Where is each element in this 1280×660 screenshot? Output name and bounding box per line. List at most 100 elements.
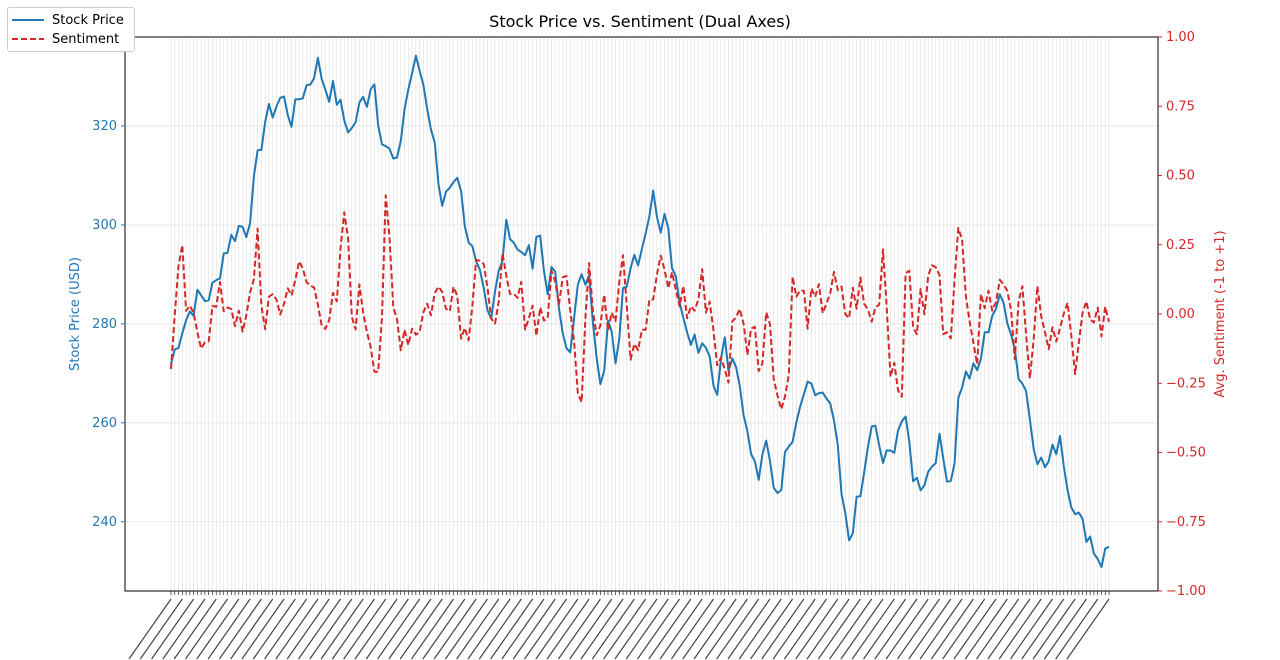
x-tick-label <box>772 598 816 660</box>
x-tick-label <box>320 598 364 660</box>
left-axis: 240 260 280 300 320 <box>92 119 125 530</box>
x-tick-label <box>1055 598 1099 660</box>
x-tick-label <box>535 598 579 660</box>
x-tick-label <box>863 598 907 660</box>
legend-label: Sentiment <box>52 31 120 47</box>
series-layer <box>170 54 1110 569</box>
x-tick-label <box>976 598 1020 660</box>
x-tick-label <box>1066 598 1110 660</box>
legend-item-sentiment: Sentiment <box>12 30 119 48</box>
x-tick-label <box>456 598 500 660</box>
x-tick-label <box>896 598 940 660</box>
x-tick-label <box>207 598 251 660</box>
x-tick-label <box>682 598 726 660</box>
x-tick-label <box>286 598 330 660</box>
x-tick-label <box>241 598 285 660</box>
y2-tick-label: 0.75 <box>1166 99 1195 114</box>
x-tick-label <box>874 598 918 660</box>
x-tick-label <box>252 598 296 660</box>
y2-tick-label: −1.00 <box>1166 584 1206 599</box>
y2-tick-label: −0.25 <box>1166 376 1206 391</box>
x-tick-label <box>716 598 760 660</box>
x-tick-label <box>840 598 884 660</box>
x-tick-label <box>603 598 647 660</box>
x-tick-label <box>919 598 963 660</box>
x-tick-label <box>648 598 692 660</box>
x-tick-label <box>196 598 240 660</box>
x-tick-label <box>964 598 1008 660</box>
y2-tick-label: 1.00 <box>1166 30 1195 45</box>
x-tick-label <box>942 598 986 660</box>
x-tick-label <box>388 598 432 660</box>
x-tick-label <box>490 598 534 660</box>
x-tick-label <box>264 598 308 660</box>
x-tick-label <box>478 598 522 660</box>
x-tick-label <box>422 598 466 660</box>
x-tick-label <box>139 598 183 660</box>
y2-tick-label: 0.25 <box>1166 238 1195 253</box>
x-tick-label <box>151 598 195 660</box>
x-tick-label <box>885 598 929 660</box>
x-tick-label <box>693 598 737 660</box>
x-tick-label <box>377 598 421 660</box>
legend: Stock Price Sentiment <box>7 7 135 52</box>
legend-line-solid-icon <box>12 19 44 21</box>
x-tick-label <box>411 598 455 660</box>
x-tick-label <box>467 598 511 660</box>
x-tick-label <box>331 598 375 660</box>
x-tick-label <box>953 598 997 660</box>
x-tick-label <box>614 598 658 660</box>
x-tick-label <box>1032 598 1076 660</box>
x-tick-label <box>795 598 839 660</box>
x-tick-label <box>512 598 556 660</box>
y-tick-label: 240 <box>92 515 117 530</box>
grid-layer <box>125 37 1158 591</box>
x-tick-label <box>817 598 861 660</box>
y-tick-label: 300 <box>92 218 117 233</box>
legend-label: Stock Price <box>52 12 124 28</box>
y2-tick-label: 0.50 <box>1166 169 1195 184</box>
x-tick-label <box>704 598 748 660</box>
chart-title: Stock Price vs. Sentiment (Dual Axes) <box>489 12 791 31</box>
y-tick-label: 280 <box>92 317 117 332</box>
x-tick-label <box>1010 598 1053 660</box>
y2-axis-label: Avg. Sentiment (-1 to +1) <box>1213 230 1228 397</box>
x-tick-label <box>1043 598 1087 660</box>
x-tick-label <box>173 598 217 660</box>
x-tick-label <box>309 598 353 660</box>
y2-tick-label: −0.50 <box>1166 446 1206 461</box>
x-tick-label <box>162 598 206 660</box>
y-tick-label: 320 <box>92 119 117 134</box>
x-tick-label <box>557 598 601 660</box>
x-tick-label <box>569 598 613 660</box>
legend-line-dashed-icon <box>12 38 44 40</box>
series-line-stock-price <box>170 54 1110 569</box>
x-tick-label <box>128 598 172 660</box>
x-tick-label <box>829 598 873 660</box>
x-tick-label <box>670 598 714 660</box>
x-tick-label <box>185 598 228 660</box>
x-tick-label <box>637 598 681 660</box>
x-tick-label <box>908 598 952 660</box>
x-tick-label <box>1021 598 1065 660</box>
x-tick-label <box>546 598 590 660</box>
x-tick-label <box>761 598 805 660</box>
x-tick-label <box>298 598 342 660</box>
y-axis-label: Stock Price (USD) <box>68 257 83 371</box>
x-tick-label <box>738 598 782 660</box>
x-tick-label <box>998 598 1042 660</box>
x-tick-label <box>399 598 443 660</box>
x-tick-label <box>354 598 398 660</box>
x-tick-label <box>806 598 850 660</box>
x-tick-label <box>524 598 568 660</box>
x-axis <box>128 591 1110 660</box>
y2-tick-label: −0.75 <box>1166 515 1206 530</box>
x-tick-label <box>851 598 895 660</box>
x-tick-label <box>275 598 319 660</box>
x-tick-label <box>591 598 635 660</box>
x-tick-label <box>365 598 409 660</box>
x-tick-label <box>580 598 624 660</box>
right-axis: −1.00 −0.75 −0.50 −0.25 0.00 0.25 0.50 0.75 1.00 <box>1158 30 1206 599</box>
y-tick-label: 260 <box>92 416 117 431</box>
